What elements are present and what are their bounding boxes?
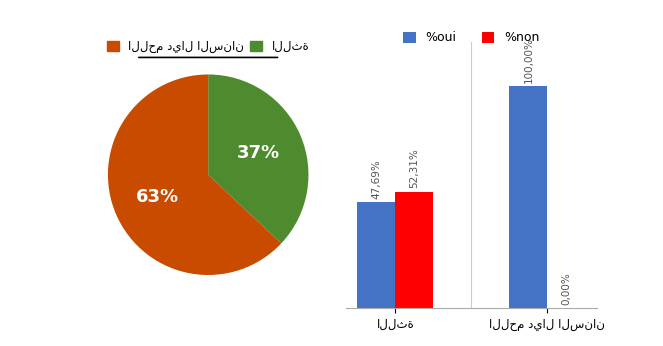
Bar [509,86,548,308]
Text: GENCIVE: GENCIVE [32,0,134,4]
Wedge shape [108,74,281,275]
Text: 100,00%: 100,00% [523,37,533,83]
Wedge shape [208,74,308,243]
Text: 37%: 37% [237,144,280,162]
Legend: اللحم ديال السنان, اللثة: اللحم ديال السنان, اللثة [103,35,314,58]
Text: 52,31%: 52,31% [410,149,420,189]
Text: 63%: 63% [136,188,179,206]
Text: 0,00%: 0,00% [562,272,572,304]
Bar [395,192,434,308]
Bar [357,202,395,308]
Legend: %oui, %non: %oui, %non [398,26,544,49]
Text: 47,69%: 47,69% [371,159,381,199]
